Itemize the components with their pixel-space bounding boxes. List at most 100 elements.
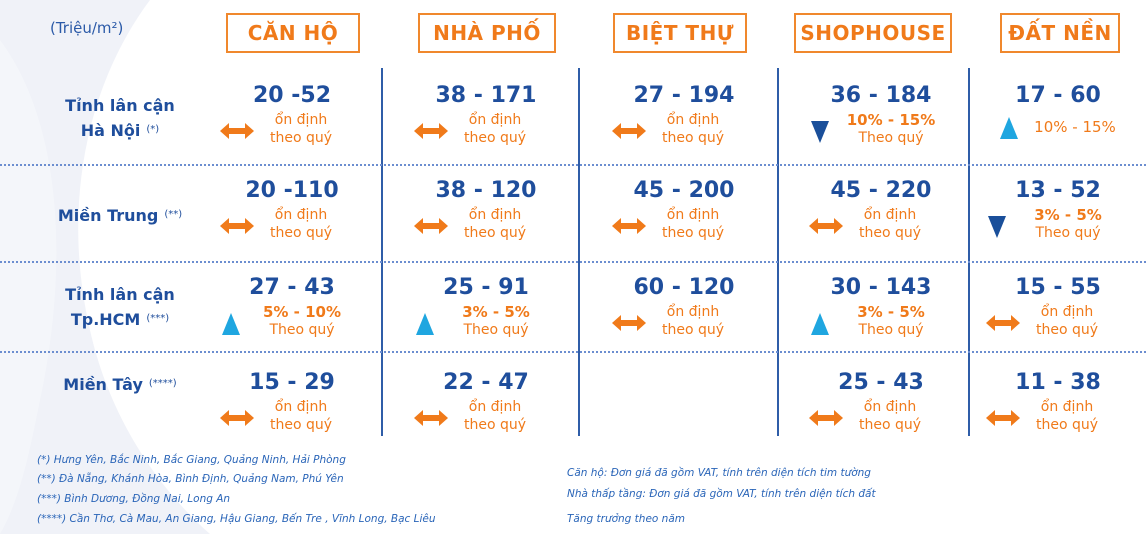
price-range: 15 - 55 (1015, 275, 1101, 300)
price-cell: 27 - 43 5% - 10% Theo quý (192, 275, 392, 357)
price-cell: 15 - 55 ổn định theo quý (958, 275, 1146, 357)
trend-note-line2: theo quý (463, 225, 527, 241)
footnote: (**) Đà Nẵng, Khánh Hòa, Bình Định, Quản… (37, 473, 344, 485)
triangle-up-icon (222, 313, 240, 335)
trend-note-line2: Theo quý (463, 322, 529, 338)
footnote: Căn hộ: Đơn giá đã gồm VAT, tính trên di… (567, 467, 871, 479)
row-label-line1: Tỉnh lân cận (65, 96, 175, 115)
row-label-mien-tay: Miền Tây (****) (20, 372, 220, 397)
trend-note-line1: ổn định (274, 112, 328, 128)
price-cell: 11 - 38 ổn định theo quý (958, 370, 1146, 452)
unit-label: (Triệu/m²) (50, 19, 124, 37)
trend-note: ổn định theo quý (1022, 303, 1112, 339)
triangle-up-icon (416, 313, 434, 335)
trend-note-line2: theo quý (1035, 322, 1099, 338)
triangle-up-icon (1000, 117, 1018, 139)
trend-note-line2: Theo quý (1035, 225, 1101, 241)
price-cell: 22 - 47 ổn định theo quý (386, 370, 586, 452)
trend-note: ổn định theo quý (845, 206, 935, 242)
trend-indicator (220, 123, 254, 143)
trend-note-line2: theo quý (858, 225, 922, 241)
trend-note: 10% - 15% (1020, 118, 1130, 136)
trend-note-line1: ổn định (1040, 304, 1094, 320)
trend-note-line2: Theo quý (858, 130, 924, 146)
trend-indicator (811, 313, 829, 339)
trend-note-line1: 10% - 15% (1034, 118, 1116, 136)
trend-indicator (416, 313, 434, 339)
trend-indicator (809, 410, 843, 430)
trend-note-line1: 3% - 5% (1034, 206, 1102, 224)
trend-note-line2: theo quý (269, 225, 333, 241)
price-cell: 38 - 171 ổn định theo quý (386, 83, 586, 165)
double-arrow-icon (612, 315, 646, 331)
footnote: (****) Cần Thơ, Cà Mau, An Giang, Hậu Gi… (37, 513, 436, 525)
double-arrow-icon (414, 410, 448, 426)
price-cell: 17 - 60 10% - 15% (958, 83, 1146, 165)
trend-note: ổn định theo quý (450, 111, 540, 147)
trend-indicator (1000, 117, 1018, 143)
trend-note: ổn định theo quý (845, 398, 935, 434)
trend-note-line2: theo quý (661, 322, 725, 338)
price-cell: 20 -110 ổn định theo quý (192, 178, 392, 260)
price-range: 17 - 60 (1015, 83, 1101, 108)
trend-note-line2: theo quý (463, 130, 527, 146)
column-divider (777, 68, 779, 436)
trend-note: 3% - 5% Theo quý (831, 303, 951, 339)
column-divider (968, 68, 970, 436)
trend-note: ổn định theo quý (256, 398, 346, 434)
trend-note-line2: Theo quý (269, 322, 335, 338)
double-arrow-icon (220, 218, 254, 234)
footnote: Nhà thấp tầng: Đơn giá đã gồm VAT, tính … (567, 488, 876, 500)
price-cell: 25 - 43 ổn định theo quý (781, 370, 981, 452)
triangle-down-icon (811, 121, 829, 143)
price-range: 36 - 184 (830, 83, 932, 108)
trend-note: 10% - 15% Theo quý (831, 111, 951, 147)
trend-note-line2: theo quý (661, 130, 725, 146)
trend-indicator (811, 121, 829, 147)
price-range: 38 - 120 (435, 178, 537, 203)
price-range: 60 - 120 (633, 275, 735, 300)
trend-indicator (222, 313, 240, 339)
row-label-ha-noi: Tỉnh lân cận Hà Nội (*) (20, 94, 220, 143)
trend-note: ổn định theo quý (648, 206, 738, 242)
price-range: 22 - 47 (443, 370, 529, 395)
trend-note-line2: theo quý (269, 417, 333, 433)
header-can-ho: CĂN HỘ (226, 13, 360, 53)
price-range: 20 -110 (245, 178, 339, 203)
price-cell: 27 - 194 ổn định theo quý (584, 83, 784, 165)
trend-note: ổn định theo quý (450, 206, 540, 242)
price-cell: 25 - 91 3% - 5% Theo quý (386, 275, 586, 357)
trend-note-line2: theo quý (269, 130, 333, 146)
trend-note-line1: ổn định (666, 112, 720, 128)
double-arrow-icon (809, 410, 843, 426)
trend-indicator (986, 315, 1020, 335)
trend-note-line2: theo quý (1035, 417, 1099, 433)
row-label-line1: Tỉnh lân cận (65, 285, 175, 304)
price-range: 38 - 171 (435, 83, 537, 108)
trend-note-line1: ổn định (863, 207, 917, 223)
double-arrow-icon (220, 123, 254, 139)
trend-indicator (612, 123, 646, 143)
trend-indicator (220, 218, 254, 238)
row-label-line1: Miền Tây (63, 375, 143, 394)
price-range: 20 -52 (252, 83, 332, 108)
trend-note: ổn định theo quý (648, 303, 738, 339)
price-range: 45 - 220 (830, 178, 932, 203)
trend-indicator (986, 410, 1020, 430)
trend-indicator (612, 218, 646, 238)
trend-note: 3% - 5% Theo quý (1008, 206, 1128, 242)
price-cell: 45 - 220 ổn định theo quý (781, 178, 981, 260)
trend-note-line2: theo quý (858, 417, 922, 433)
header-shophouse: SHOPHOUSE (794, 13, 952, 53)
header-biet-thu: BIỆT THỰ (613, 13, 747, 53)
trend-indicator (414, 123, 448, 143)
price-range: 13 - 52 (1015, 178, 1101, 203)
row-label-tp-hcm: Tỉnh lân cận Tp.HCM (***) (20, 283, 220, 332)
trend-note: ổn định theo quý (648, 111, 738, 147)
double-arrow-icon (220, 410, 254, 426)
trend-note-line1: ổn định (1040, 399, 1094, 415)
row-label-mien-trung: Miền Trung (**) (20, 203, 220, 228)
price-cell: 60 - 120 ổn định theo quý (584, 275, 784, 357)
double-arrow-icon (612, 123, 646, 139)
footnote: Tăng trưởng theo năm (567, 513, 685, 525)
